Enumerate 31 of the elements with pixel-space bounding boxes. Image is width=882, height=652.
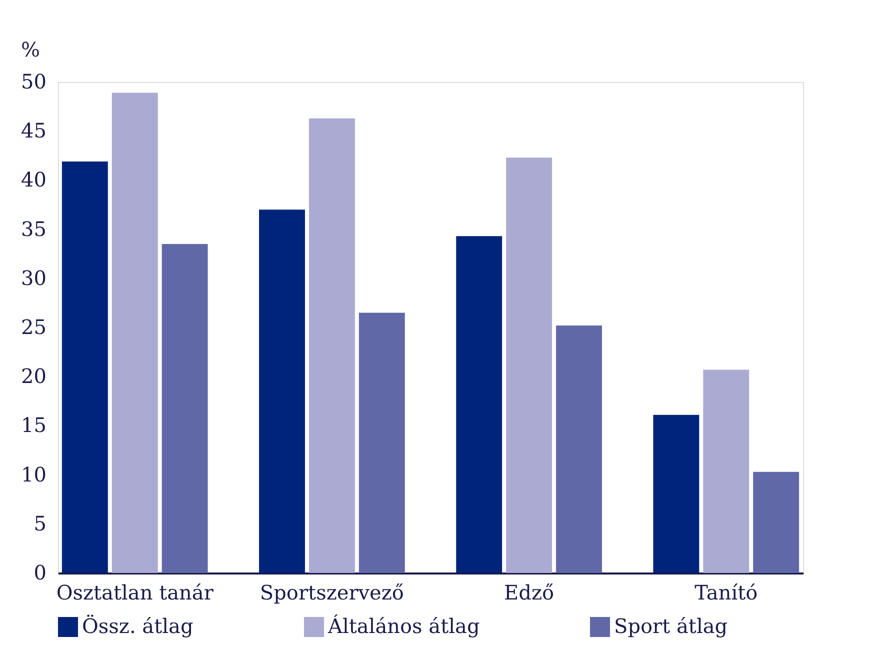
y-tick-label: 25 [21,315,46,339]
y-tick-label: 0 [34,560,46,584]
bar [506,158,552,573]
bar [112,92,158,573]
bar [308,118,355,573]
legend-label: Általános átlag [327,614,480,638]
y-axis-title: % [20,38,40,62]
x-tick-label: Osztatlan tanár [56,580,214,604]
y-tick-label: 50 [21,70,46,94]
legend-label: Össz. átlag [82,614,194,638]
bar [358,312,405,573]
bar [62,162,108,573]
x-tick-label: Edző [504,580,554,604]
bar [753,472,800,573]
bar [653,414,700,573]
legend-label: Sport átlag [614,614,728,638]
x-tick-label: Tanító [694,580,758,604]
bar [162,244,208,573]
y-tick-label: 20 [21,364,46,388]
y-tick-label: 30 [21,266,46,290]
x-tick-label: Sportszervező [260,580,404,604]
y-tick-label: 10 [21,462,46,486]
y-tick-label: 40 [21,168,46,192]
bar [259,210,305,573]
y-tick-label: 5 [34,511,46,536]
bar [703,370,750,573]
y-tick-label: 15 [21,413,46,438]
y-tick-label: 35 [21,216,46,241]
bar [556,326,602,573]
y-tick-label: 45 [21,118,46,143]
bar [456,236,502,573]
